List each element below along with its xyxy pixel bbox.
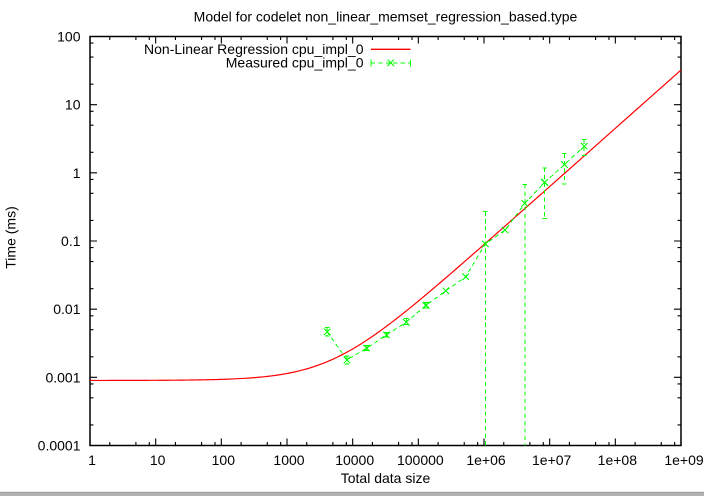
svg-text:10000: 10000 [335, 452, 374, 468]
svg-text:0.1: 0.1 [61, 233, 81, 249]
svg-text:100: 100 [57, 29, 81, 45]
svg-text:0.001: 0.001 [45, 369, 80, 385]
svg-text:1e+08: 1e+08 [598, 452, 638, 468]
svg-text:100: 100 [212, 452, 236, 468]
svg-text:Total data size: Total data size [341, 470, 431, 486]
svg-text:0.01: 0.01 [53, 301, 80, 317]
svg-text:1e+06: 1e+06 [466, 452, 506, 468]
svg-text:1: 1 [73, 165, 81, 181]
svg-text:1000: 1000 [273, 452, 304, 468]
svg-text:0.0001: 0.0001 [38, 438, 81, 454]
svg-text:1e+09: 1e+09 [664, 452, 704, 468]
svg-text:10: 10 [65, 97, 81, 113]
svg-text:Measured cpu_impl_0: Measured cpu_impl_0 [226, 55, 364, 71]
svg-text:Time (ms): Time (ms) [3, 206, 19, 268]
svg-text:1e+07: 1e+07 [532, 452, 572, 468]
svg-text:1: 1 [88, 452, 96, 468]
svg-text:Model for codelet non_linear_m: Model for codelet non_linear_memset_regr… [194, 9, 578, 25]
svg-text:100000: 100000 [397, 452, 444, 468]
svg-text:10: 10 [150, 452, 166, 468]
svg-text:Non-Linear Regression cpu_impl: Non-Linear Regression cpu_impl_0 [144, 41, 364, 57]
